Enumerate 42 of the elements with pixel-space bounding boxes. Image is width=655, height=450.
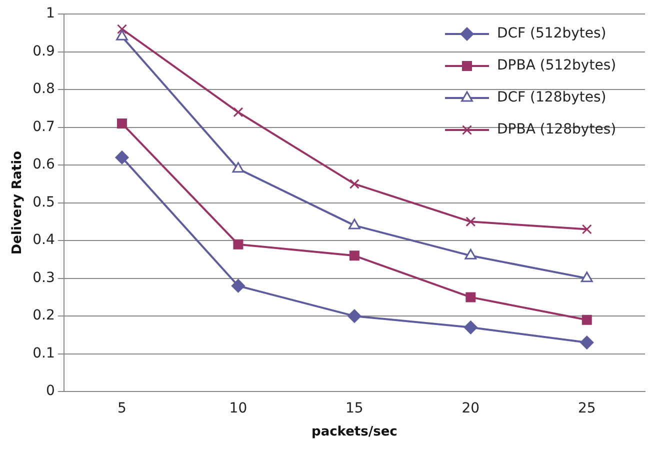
point bbox=[466, 292, 476, 302]
point bbox=[466, 216, 476, 227]
point bbox=[348, 309, 362, 323]
legend-label: DCF (512bytes) bbox=[497, 26, 606, 42]
y-tick-label: 0.6 bbox=[32, 156, 55, 173]
y-tick-label: 0.2 bbox=[32, 308, 55, 324]
point bbox=[115, 150, 129, 164]
point bbox=[582, 314, 592, 325]
point bbox=[582, 224, 592, 234]
y-tick-label: 0.3 bbox=[32, 270, 55, 286]
x-tick-label: 10 bbox=[229, 400, 248, 417]
y-tick-label: 0.1 bbox=[32, 345, 55, 362]
point bbox=[349, 178, 360, 189]
y-axis-title: Delivery Ratio bbox=[10, 150, 26, 255]
x-tick-label: 20 bbox=[462, 400, 480, 417]
point bbox=[464, 248, 477, 260]
y-tick-label: 0 bbox=[46, 383, 55, 400]
y-tick-label: 0.4 bbox=[32, 232, 55, 248]
x-tick-label: 5 bbox=[118, 400, 126, 417]
point bbox=[232, 162, 244, 173]
point bbox=[464, 320, 478, 334]
legend-label: DCF (128bytes) bbox=[497, 90, 606, 106]
point bbox=[233, 239, 244, 250]
y-tick-label: 0.5 bbox=[32, 194, 55, 210]
x-axis-title: packets/sec bbox=[312, 424, 398, 440]
point bbox=[116, 118, 127, 128]
point bbox=[580, 336, 594, 350]
point bbox=[231, 279, 245, 293]
point bbox=[348, 218, 360, 230]
x-tick-label: 25 bbox=[578, 400, 596, 417]
y-tick-label: 0.9 bbox=[32, 43, 55, 60]
point bbox=[116, 24, 127, 34]
legend-label: DPBA (128bytes) bbox=[497, 122, 616, 138]
legend-label: DPBA (512bytes) bbox=[497, 58, 616, 74]
y-tick-label: 1 bbox=[46, 6, 55, 22]
x-tick-label: 15 bbox=[346, 400, 364, 417]
point bbox=[116, 30, 128, 40]
y-tick-label: 0.8 bbox=[32, 81, 55, 98]
point bbox=[233, 107, 244, 118]
point bbox=[349, 250, 360, 261]
y-tick-label: 0.7 bbox=[32, 118, 55, 135]
point bbox=[580, 272, 593, 282]
